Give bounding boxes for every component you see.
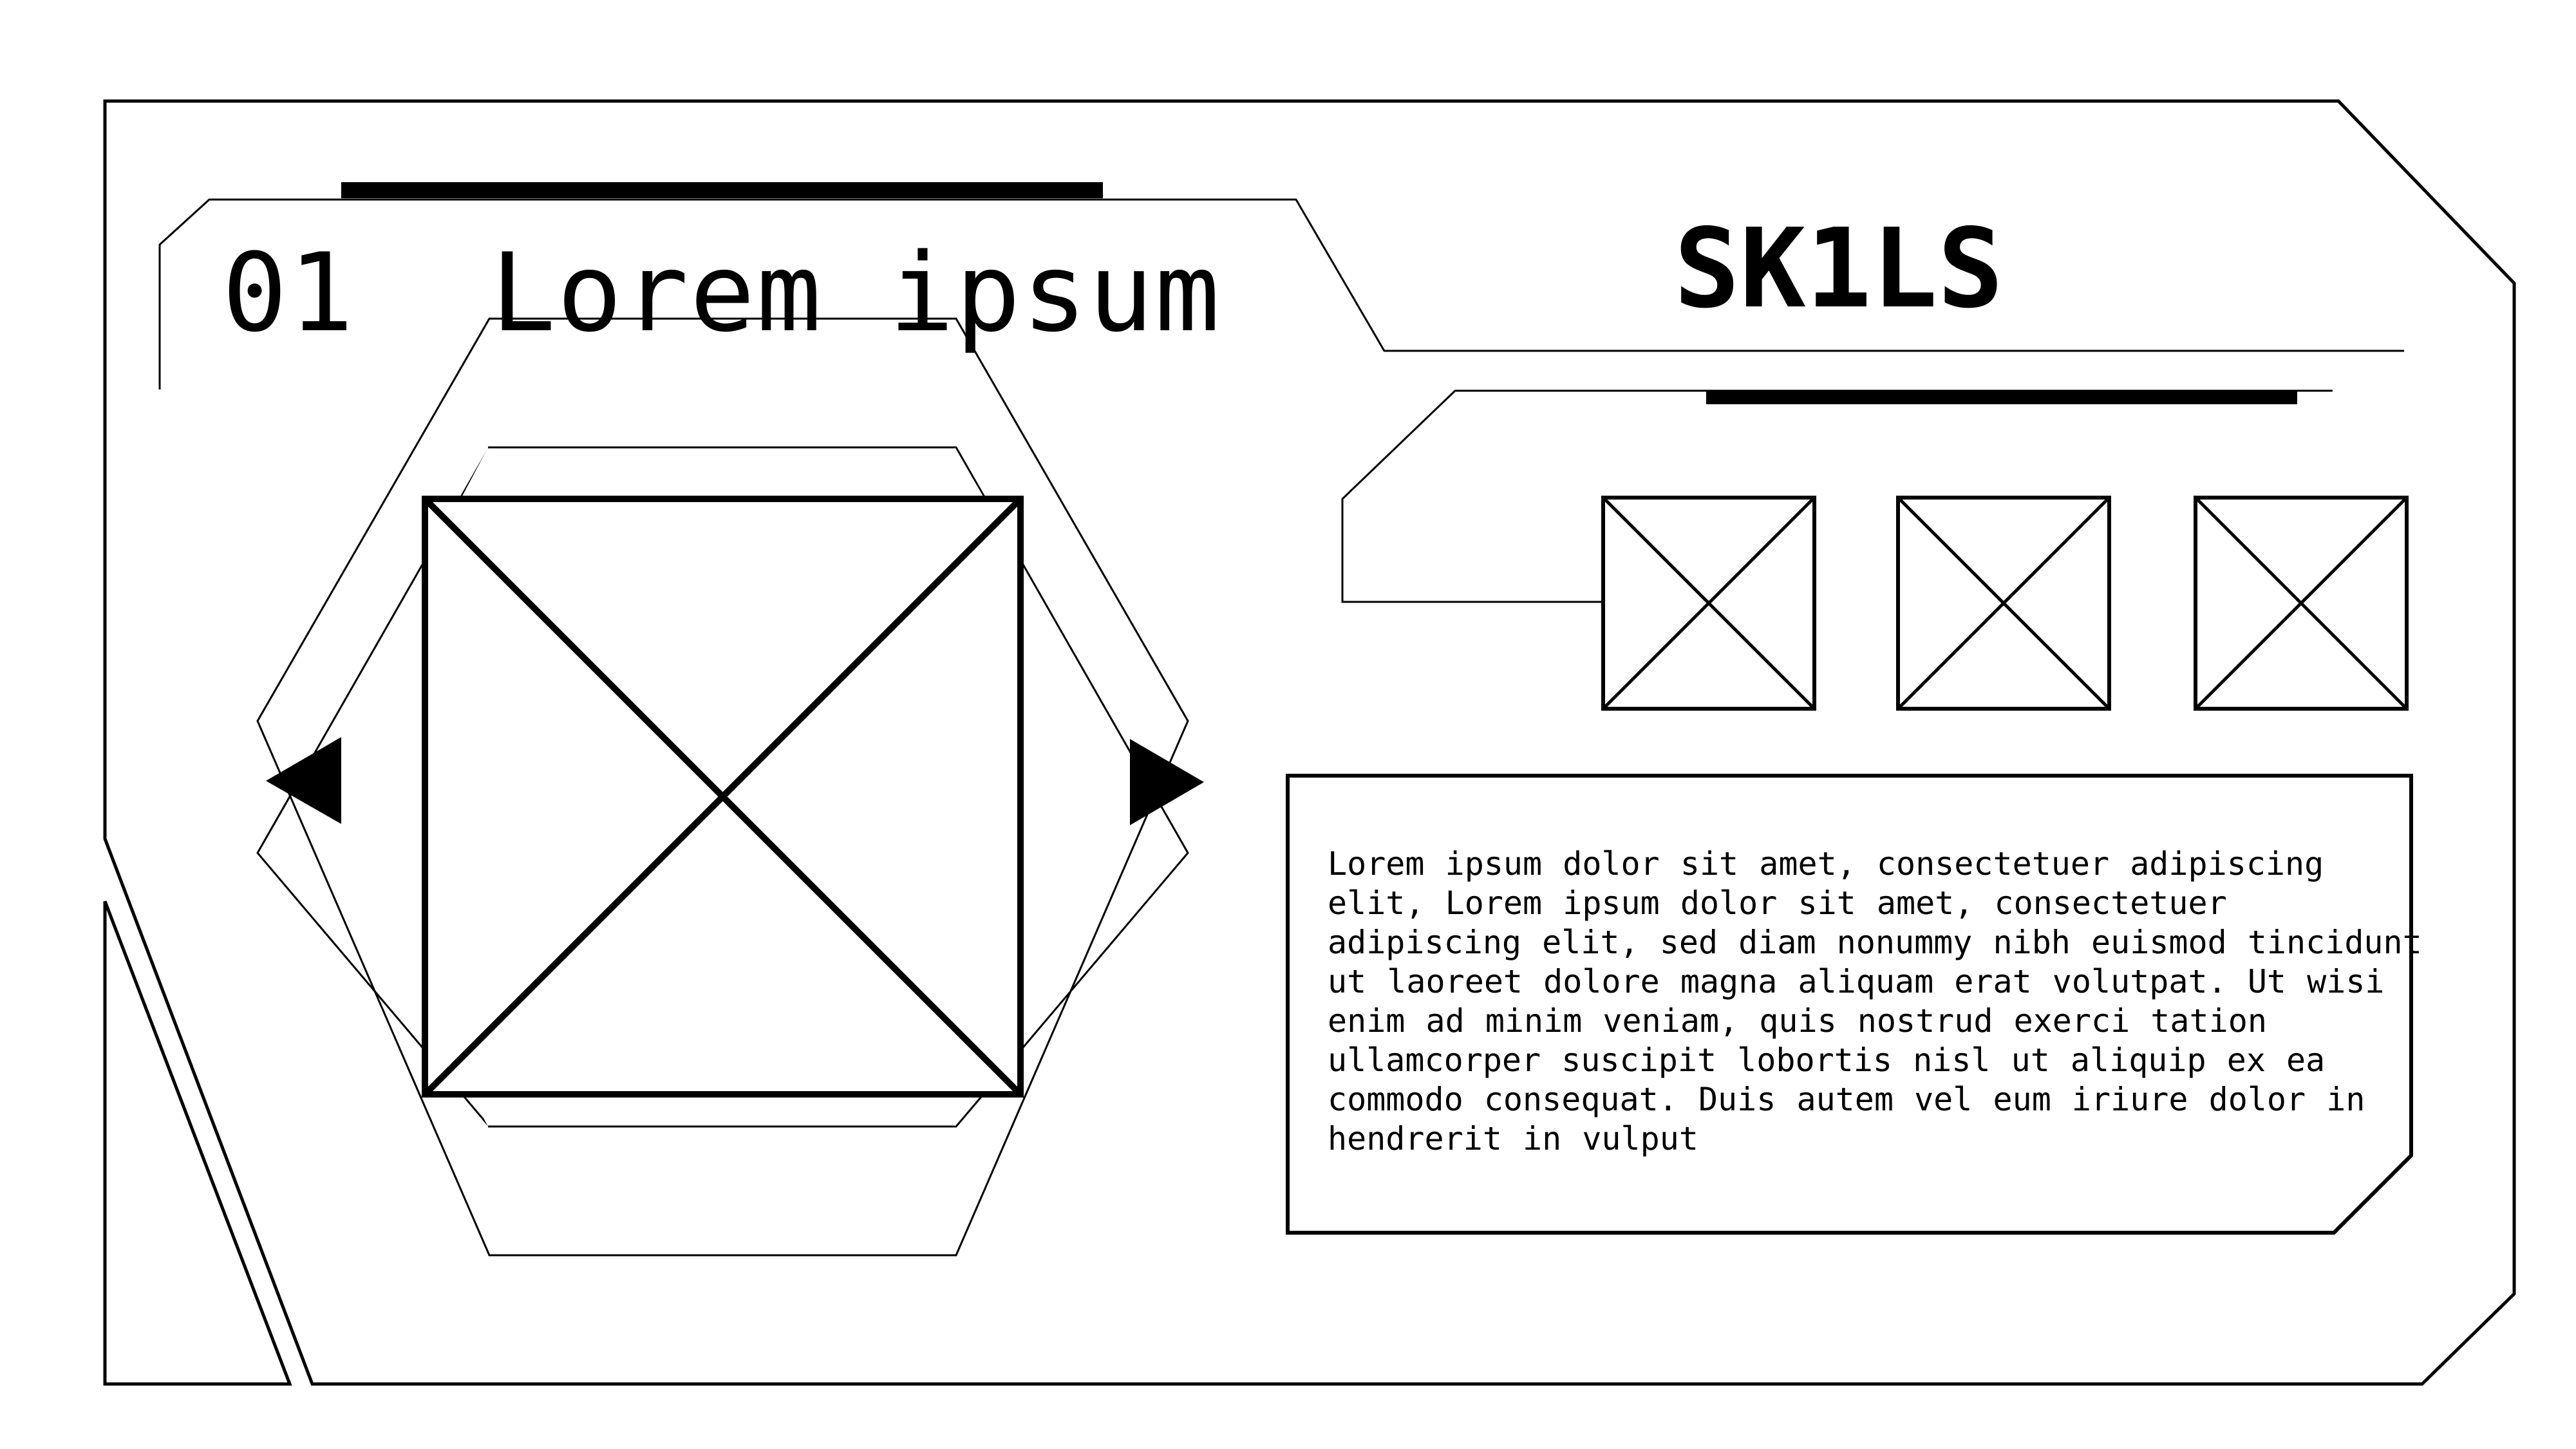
- main-image-placeholder-icon: [422, 496, 1024, 1098]
- description-text: Lorem ipsum dolor sit amet, consectetuer…: [1328, 845, 2422, 1157]
- title-accent-bar: [341, 182, 1103, 198]
- title-bracket: [158, 198, 2404, 389]
- skill-icon-2[interactable]: [1896, 496, 2111, 711]
- frame-corner-strip: [103, 901, 292, 1386]
- skill-icon-1[interactable]: [1601, 496, 1816, 711]
- skills-heading: SK1LS: [1674, 205, 2004, 333]
- hexagon-inner: [256, 446, 1189, 1128]
- skills-bracket: [1341, 389, 2333, 603]
- section-number: 01: [222, 230, 355, 356]
- triangle-left-icon[interactable]: [266, 737, 341, 824]
- description-box: [1286, 774, 2413, 1235]
- skill-icon-3[interactable]: [2194, 496, 2409, 711]
- section-title: Lorem ipsum: [491, 230, 1221, 356]
- skills-accent-bar: [1706, 390, 2297, 404]
- hexagon-outer: [256, 317, 1189, 1257]
- outer-frame: [103, 99, 2516, 1386]
- triangle-right-icon[interactable]: [1130, 739, 1204, 825]
